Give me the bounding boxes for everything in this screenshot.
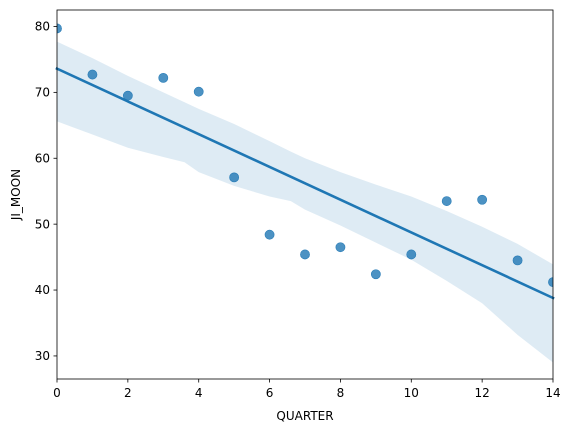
x-tick-label: 10 xyxy=(404,386,419,400)
y-axis-ticks: 30 40 50 60 70 80 xyxy=(35,20,57,363)
data-point xyxy=(512,255,523,266)
data-point xyxy=(229,172,240,183)
y-tick-label: 60 xyxy=(35,151,50,165)
x-tick-label: 12 xyxy=(475,386,490,400)
y-tick-label: 30 xyxy=(35,349,50,363)
x-tick-label: 6 xyxy=(266,386,274,400)
x-tick-label: 0 xyxy=(53,386,61,400)
data-point xyxy=(158,72,169,83)
data-point xyxy=(122,90,133,101)
data-point xyxy=(406,249,417,260)
data-point xyxy=(548,277,553,288)
confidence-band xyxy=(57,41,553,363)
x-tick-label: 2 xyxy=(124,386,132,400)
data-point xyxy=(264,229,275,240)
y-tick-label: 80 xyxy=(35,20,50,34)
data-point xyxy=(335,242,346,253)
x-axis-ticks: 0 2 4 6 8 10 12 14 xyxy=(53,379,561,400)
data-point xyxy=(477,194,488,205)
x-tick-label: 4 xyxy=(195,386,203,400)
data-point xyxy=(87,69,98,80)
data-point xyxy=(441,196,452,206)
regression-line-path xyxy=(55,66,555,300)
plot-frame xyxy=(56,9,554,380)
data-point xyxy=(370,269,381,280)
y-axis-label: JI_MOON xyxy=(9,169,23,221)
y-tick-label: 40 xyxy=(35,283,50,297)
regression-line xyxy=(55,66,555,300)
x-tick-label: 14 xyxy=(545,386,560,400)
x-tick-label: 8 xyxy=(337,386,345,400)
data-point xyxy=(193,86,204,97)
plot-background xyxy=(57,10,553,379)
y-tick-label: 50 xyxy=(35,217,50,231)
confidence-band-area xyxy=(57,41,553,363)
y-tick-label: 70 xyxy=(35,86,50,100)
data-point xyxy=(300,249,310,260)
axes-frame xyxy=(56,9,554,380)
scatter-points xyxy=(57,23,553,288)
x-axis-label: QUARTER xyxy=(276,409,333,423)
